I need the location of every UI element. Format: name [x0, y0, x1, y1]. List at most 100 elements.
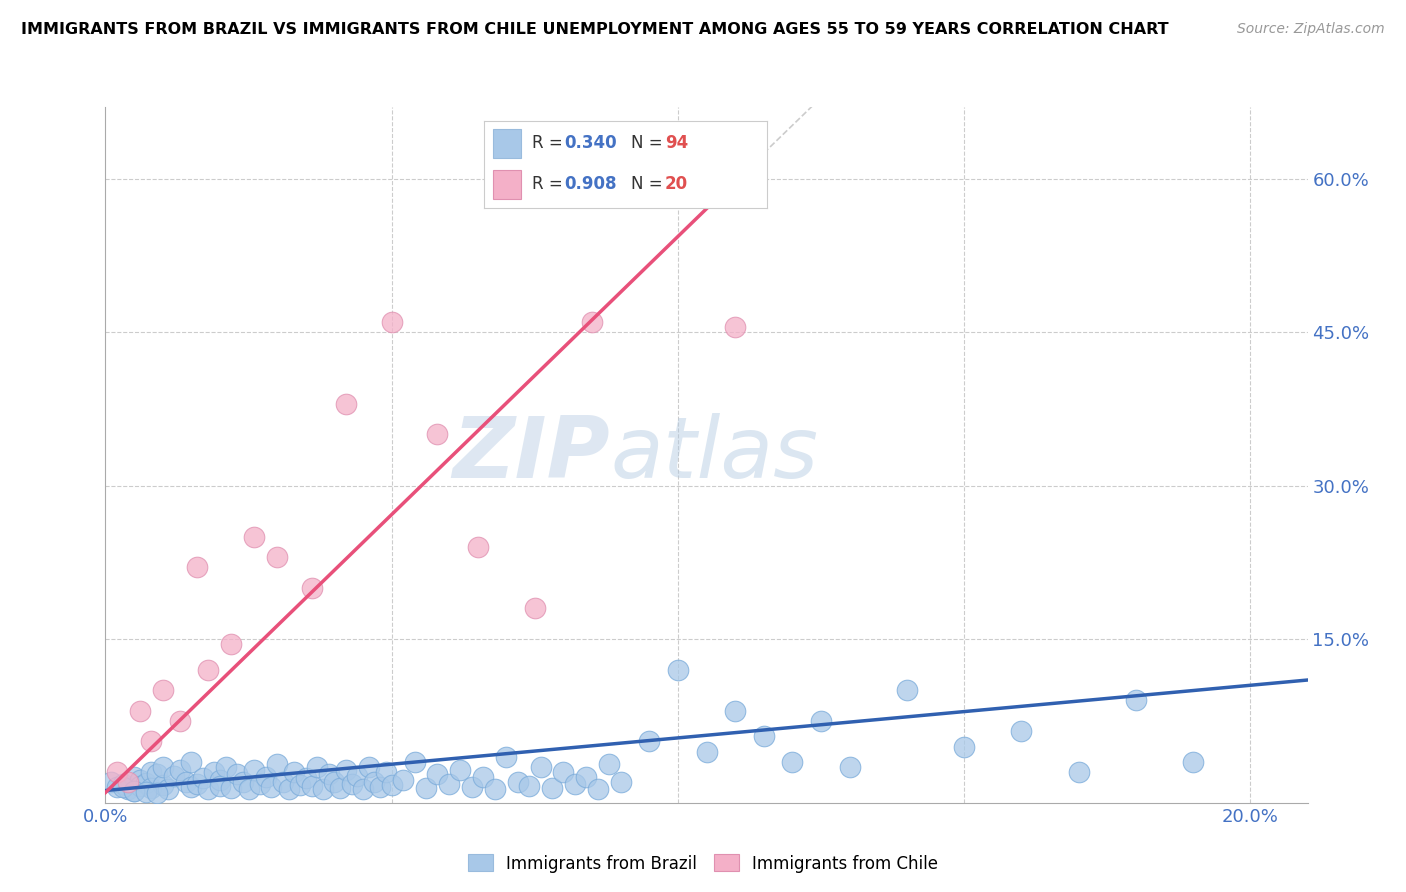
Point — [122, 783, 145, 797]
Point — [260, 780, 283, 795]
Point — [111, 780, 134, 795]
Point — [266, 756, 288, 771]
Point — [163, 769, 186, 783]
Point — [696, 745, 718, 759]
Point — [553, 765, 575, 780]
Point — [208, 773, 231, 788]
Point — [100, 775, 122, 789]
Point — [517, 780, 540, 794]
Point — [232, 775, 254, 789]
Point — [335, 763, 357, 777]
Point — [404, 755, 426, 769]
Point — [254, 770, 277, 784]
Point — [374, 765, 398, 780]
Point — [426, 767, 449, 781]
Point — [221, 637, 243, 651]
Point — [810, 714, 832, 728]
Point — [111, 777, 134, 791]
Point — [381, 778, 404, 792]
Point — [437, 777, 460, 791]
Point — [724, 320, 747, 334]
Point — [415, 781, 437, 796]
Point — [105, 780, 128, 795]
Point — [523, 601, 546, 615]
Point — [307, 760, 329, 774]
Text: atlas: atlas — [610, 413, 818, 497]
Point — [953, 739, 976, 754]
Point — [506, 775, 529, 789]
Point — [271, 775, 294, 789]
Point — [598, 756, 620, 771]
Point — [301, 581, 323, 595]
Point — [357, 760, 380, 774]
Point — [174, 775, 197, 789]
Point — [128, 704, 150, 718]
Point — [197, 782, 219, 797]
Point — [838, 760, 860, 774]
Point — [575, 770, 598, 784]
Point — [335, 397, 357, 411]
Point — [243, 530, 266, 544]
Point — [1125, 693, 1147, 707]
Point — [208, 780, 231, 794]
Point — [461, 780, 484, 795]
Point — [586, 782, 609, 797]
Point — [180, 780, 202, 795]
Point — [495, 749, 517, 764]
Point — [340, 777, 363, 791]
Point — [169, 763, 191, 777]
Point — [186, 777, 208, 791]
Point — [266, 550, 288, 565]
Point — [135, 776, 157, 790]
Point — [541, 781, 564, 796]
Point — [141, 765, 163, 780]
Point — [221, 781, 243, 796]
Point — [117, 775, 139, 789]
Point — [564, 777, 586, 791]
Point — [782, 755, 804, 769]
Point — [752, 729, 775, 743]
Point — [363, 775, 385, 789]
Point — [226, 767, 249, 781]
Point — [609, 775, 631, 789]
Point — [243, 763, 266, 777]
Point — [426, 427, 449, 442]
Point — [346, 769, 368, 783]
Point — [135, 784, 157, 798]
Point — [312, 782, 335, 797]
Point — [724, 704, 747, 718]
Point — [368, 780, 391, 795]
Point — [277, 782, 299, 797]
Point — [186, 560, 208, 574]
Point — [381, 315, 404, 329]
Point — [449, 763, 471, 777]
Point — [152, 778, 174, 792]
Point — [202, 765, 225, 780]
Point — [249, 777, 271, 791]
Point — [352, 782, 374, 797]
Text: Source: ZipAtlas.com: Source: ZipAtlas.com — [1237, 22, 1385, 37]
Point — [638, 141, 661, 155]
Point — [214, 760, 236, 774]
Point — [392, 773, 415, 788]
Point — [157, 782, 180, 797]
Legend: Immigrants from Brazil, Immigrants from Chile: Immigrants from Brazil, Immigrants from … — [461, 847, 945, 880]
Point — [122, 770, 145, 784]
Point — [638, 734, 661, 748]
Point — [283, 765, 305, 780]
Point — [105, 765, 128, 780]
Point — [472, 770, 495, 784]
Point — [323, 775, 346, 789]
Point — [666, 663, 689, 677]
Point — [141, 781, 163, 796]
Point — [1182, 755, 1205, 769]
Point — [896, 683, 918, 698]
Point — [1010, 724, 1032, 739]
Point — [128, 773, 150, 788]
Point — [180, 755, 202, 769]
Point — [301, 780, 323, 794]
Point — [146, 767, 169, 781]
Point — [529, 760, 551, 774]
Point — [197, 663, 219, 677]
Point — [484, 782, 506, 797]
